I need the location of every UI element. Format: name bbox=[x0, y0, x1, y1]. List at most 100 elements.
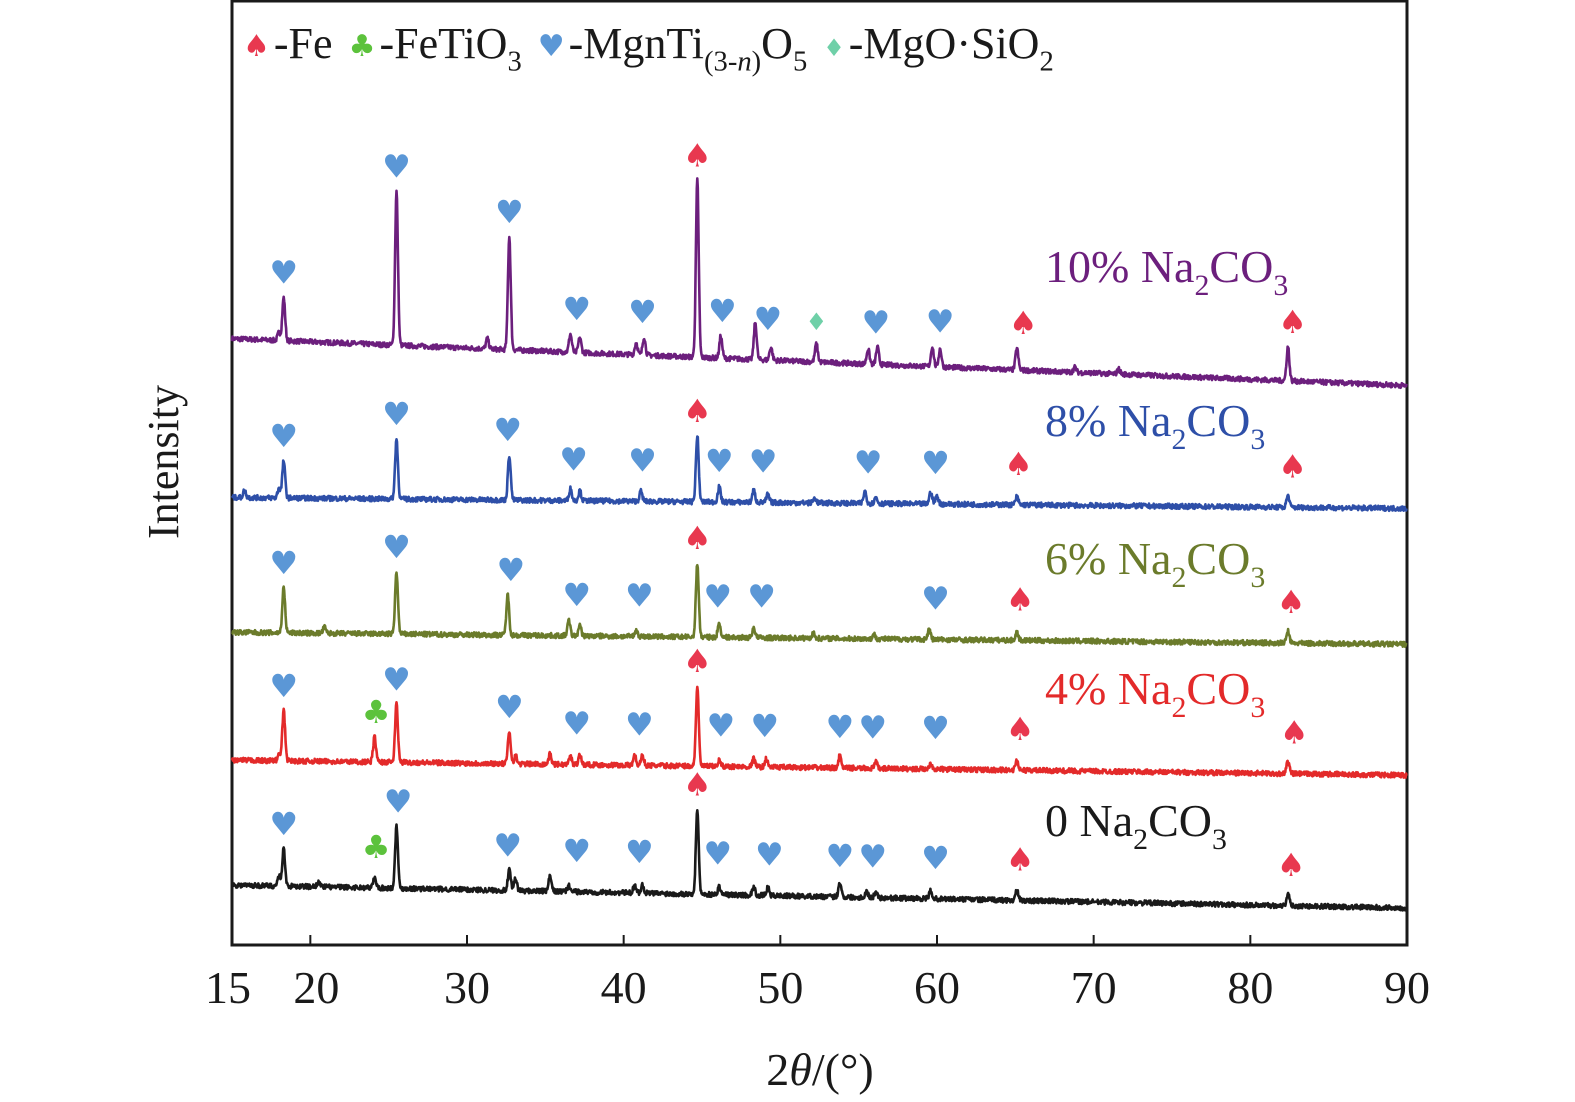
text-segment: 3 bbox=[1250, 423, 1265, 456]
phase-marker-mgnti3no5-icon: ♥ bbox=[562, 290, 591, 328]
series-line-0 bbox=[230, 177, 1408, 390]
x-tick-label: 30 bbox=[444, 962, 490, 1013]
plot-frame bbox=[230, 0, 1409, 947]
text-segment: CO bbox=[1148, 795, 1212, 846]
phase-marker-mgnti3no5-icon: ♥ bbox=[269, 544, 298, 582]
phase-marker-mgnti3no5-icon: ♥ bbox=[921, 709, 950, 747]
phase-marker-mgnti3no5-icon: ♥ bbox=[495, 688, 524, 726]
text-segment: -MgnTi bbox=[569, 19, 704, 68]
x-tick-label: 40 bbox=[601, 962, 647, 1013]
phase-marker-mgnti3no5-icon: ♥ bbox=[921, 444, 950, 482]
x-tick-label: 90 bbox=[1384, 962, 1430, 1013]
phase-marker-mgnti3no5-icon: ♥ bbox=[269, 254, 298, 292]
phase-marker-mgnti3no5-icon: ♥ bbox=[382, 147, 411, 185]
text-segment: 8% Na bbox=[1045, 395, 1171, 446]
text-segment: 2 bbox=[1171, 561, 1186, 594]
text-segment: (3- bbox=[704, 46, 737, 77]
phase-marker-fe-icon: ♠ bbox=[1280, 714, 1309, 752]
phase-marker-mgnti3no5-icon: ♥ bbox=[747, 578, 776, 616]
phase-marker-fe-icon: ♠ bbox=[1278, 303, 1307, 341]
text-segment: -Fe bbox=[274, 19, 333, 68]
text-segment: 2 bbox=[766, 1044, 789, 1095]
phase-marker-mgnti3no5-icon: ♥ bbox=[625, 705, 654, 743]
phase-marker-fe-icon: ♠ bbox=[683, 136, 712, 174]
phase-marker-mgnti3no5-icon: ♥ bbox=[562, 576, 591, 614]
phase-marker-mgnti3no5-icon: ♥ bbox=[382, 528, 411, 566]
phase-marker-mgnti3no5-icon: ♥ bbox=[625, 833, 654, 871]
phase-marker-fe-icon: ♠ bbox=[1277, 583, 1306, 621]
series-label-2: 6% Na2CO3 bbox=[1045, 533, 1265, 594]
phase-marker-fe-icon: ♠ bbox=[1009, 304, 1038, 342]
text-segment: 0 Na bbox=[1045, 795, 1133, 846]
text-segment: ) bbox=[752, 46, 762, 77]
text-segment: 2 bbox=[1171, 423, 1186, 456]
phase-marker-mgnti3no5-icon: ♥ bbox=[625, 576, 654, 614]
x-tick-label: 70 bbox=[1071, 962, 1117, 1013]
y-axis-label: Intensity bbox=[139, 385, 188, 539]
phase-marker-mgnti3no5-icon: ♥ bbox=[495, 193, 524, 231]
x-tick-label: 50 bbox=[757, 962, 803, 1013]
phase-marker-mgnti3no5-icon: ♥ bbox=[862, 303, 891, 341]
phase-marker-mgnti3no5-icon: ♥ bbox=[826, 837, 855, 875]
phase-marker-mgnti3no5-icon: ♥ bbox=[858, 708, 887, 746]
phase-marker-mgnti3no5-icon: ♥ bbox=[384, 782, 413, 820]
phase-marker-mgnti3no5-icon: ♥ bbox=[628, 293, 657, 331]
phase-marker-mgnti3no5-icon: ♥ bbox=[559, 441, 588, 479]
text-segment: 6% Na bbox=[1045, 533, 1171, 584]
text-segment: 5 bbox=[793, 46, 807, 77]
phase-marker-fe-icon: ♠ bbox=[1004, 445, 1033, 483]
phase-marker-fe-icon: ♠ bbox=[683, 642, 712, 680]
phase-marker-mgnti3no5-icon: ♥ bbox=[750, 707, 779, 745]
legend-fetio3-icon: ♣ bbox=[349, 29, 376, 64]
text-segment: CO bbox=[1186, 533, 1250, 584]
text-segment: 2 bbox=[1194, 269, 1209, 302]
text-segment: /(°) bbox=[812, 1044, 874, 1095]
text-segment: 2 bbox=[1171, 691, 1186, 724]
x-tick-label: 80 bbox=[1227, 962, 1273, 1013]
text-segment: 3 bbox=[1250, 561, 1265, 594]
series-layer bbox=[230, 177, 1408, 912]
marker-layer: ♥♥♥♥ ♥♠♥ ♥ ♦ ♥ ♥ ♠ ♠♥♥ ♥♥ ♥♠♥ ♥ ♥ ♥ ♠ ♠♥ ♥♥♥ ♥♠♥ ♥ ♥ ♠ ♠♥♣♥♥… bbox=[269, 136, 1308, 883]
legend-label: -MgO·SiO2 bbox=[849, 19, 1054, 77]
phase-marker-mgnti3no5-icon: ♥ bbox=[826, 708, 855, 746]
phase-marker-mgnti3no5-icon: ♥ bbox=[926, 303, 955, 341]
phase-marker-mgnti3no5-icon: ♥ bbox=[921, 580, 950, 618]
legend-mgnti3no5-icon: ♥ bbox=[538, 29, 565, 64]
text-segment: -FeTiO bbox=[379, 19, 507, 68]
phase-marker-mgnti3no5-icon: ♥ bbox=[705, 442, 734, 480]
phase-marker-mgnti3no5-icon: ♥ bbox=[921, 839, 950, 877]
phase-marker-mgnti3no5-icon: ♥ bbox=[703, 835, 732, 873]
text-segment: CO bbox=[1209, 241, 1273, 292]
phase-marker-fe-icon: ♠ bbox=[1006, 840, 1035, 878]
x-tick-label: 15 bbox=[205, 962, 251, 1013]
phase-marker-mgosio2-icon: ♦ bbox=[806, 308, 828, 336]
phase-marker-mgnti3no5-icon: ♥ bbox=[497, 551, 526, 589]
phase-marker-mgnti3no5-icon: ♥ bbox=[703, 577, 732, 615]
text-segment: 2 bbox=[1039, 46, 1053, 77]
phase-marker-fe-icon: ♠ bbox=[1006, 580, 1035, 618]
phase-marker-fe-icon: ♠ bbox=[1277, 846, 1306, 884]
legend-label: -FeTiO3 bbox=[379, 19, 521, 77]
phase-marker-mgnti3no5-icon: ♥ bbox=[382, 660, 411, 698]
phase-marker-mgnti3no5-icon: ♥ bbox=[269, 667, 298, 705]
phase-marker-mgnti3no5-icon: ♥ bbox=[858, 838, 887, 876]
text-segment: n bbox=[737, 46, 751, 77]
text-segment: 3 bbox=[507, 46, 521, 77]
text-segment: CO bbox=[1186, 663, 1250, 714]
phase-marker-mgnti3no5-icon: ♥ bbox=[706, 706, 735, 744]
x-tick-label: 60 bbox=[914, 962, 960, 1013]
phase-marker-mgnti3no5-icon: ♥ bbox=[269, 805, 298, 843]
x-axis-label: 2θ/(°) bbox=[766, 1044, 873, 1095]
text-segment: CO bbox=[1186, 395, 1250, 446]
phase-marker-mgnti3no5-icon: ♥ bbox=[562, 705, 591, 743]
phase-marker-mgnti3no5-icon: ♥ bbox=[708, 292, 737, 330]
series-label-1: 8% Na2CO3 bbox=[1045, 395, 1265, 456]
series-label-4: 0 Na2CO3 bbox=[1045, 795, 1227, 856]
text-segment: O bbox=[761, 19, 793, 68]
phase-marker-mgnti3no5-icon: ♥ bbox=[854, 443, 883, 481]
phase-marker-mgnti3no5-icon: ♥ bbox=[269, 417, 298, 455]
phase-marker-fe-icon: ♠ bbox=[683, 392, 712, 430]
phase-marker-mgnti3no5-icon: ♥ bbox=[749, 442, 778, 480]
